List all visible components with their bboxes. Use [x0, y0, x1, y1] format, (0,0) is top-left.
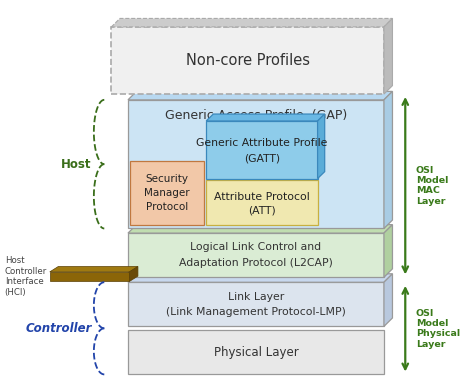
Bar [128, 282, 384, 326]
Text: Security: Security [146, 174, 189, 184]
Bar [128, 100, 384, 228]
Text: Generic Attribute Profile: Generic Attribute Profile [196, 138, 328, 148]
Polygon shape [50, 266, 138, 272]
Text: Adaptation Protocol (L2CAP): Adaptation Protocol (L2CAP) [179, 258, 333, 268]
Text: Physical Layer: Physical Layer [214, 346, 298, 359]
Text: OSI
Model
Physical
Layer: OSI Model Physical Layer [416, 309, 460, 349]
Bar [130, 161, 204, 225]
Text: Generic Access Profile  (GAP): Generic Access Profile (GAP) [165, 109, 347, 122]
Polygon shape [128, 91, 392, 100]
Text: Protocol: Protocol [146, 202, 188, 212]
Bar [111, 27, 384, 94]
Polygon shape [384, 274, 392, 326]
Polygon shape [128, 274, 392, 282]
Bar [206, 121, 318, 179]
Polygon shape [384, 18, 392, 94]
Text: Logical Link Control and: Logical Link Control and [191, 242, 321, 253]
Polygon shape [318, 114, 325, 179]
Text: (GATT): (GATT) [244, 153, 280, 163]
Bar [206, 180, 318, 225]
Polygon shape [111, 18, 392, 27]
Polygon shape [384, 225, 392, 277]
Text: (ATT): (ATT) [248, 205, 276, 216]
Text: Manager: Manager [144, 188, 190, 198]
Text: (Link Management Protocol-LMP): (Link Management Protocol-LMP) [166, 307, 346, 317]
Polygon shape [206, 114, 325, 121]
Bar [128, 233, 384, 277]
Text: Attribute Protocol: Attribute Protocol [214, 192, 310, 202]
Text: Host
Controller
Interface
(HCI): Host Controller Interface (HCI) [5, 257, 47, 296]
Polygon shape [128, 225, 392, 233]
Text: Non-core Profiles: Non-core Profiles [186, 53, 310, 68]
Text: Controller: Controller [25, 322, 91, 335]
Bar [50, 272, 129, 281]
Text: OSI
Model
MAC
Layer: OSI Model MAC Layer [416, 166, 448, 206]
Bar [128, 330, 384, 374]
Text: Host: Host [61, 158, 91, 170]
Polygon shape [384, 91, 392, 228]
Polygon shape [129, 266, 138, 281]
Text: Link Layer: Link Layer [228, 291, 284, 302]
